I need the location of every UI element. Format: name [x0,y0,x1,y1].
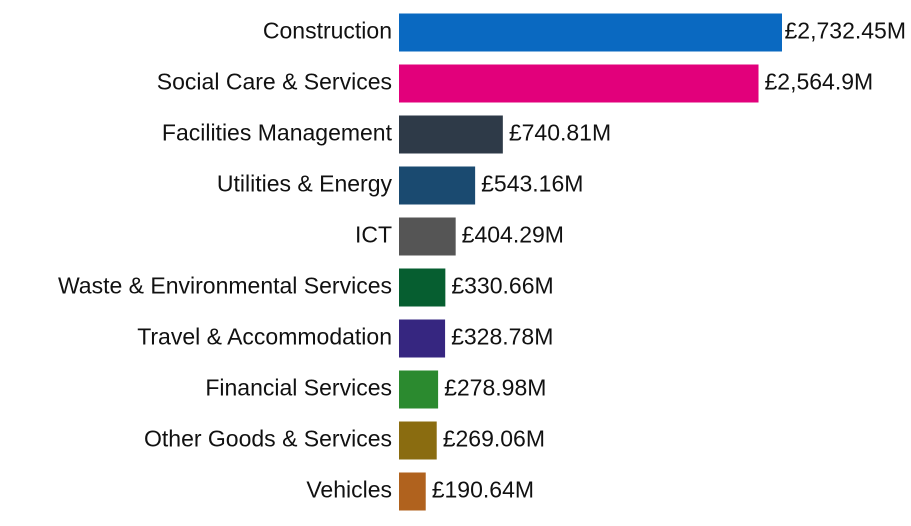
value-label: £740.81M [509,120,611,146]
value-label: £543.16M [481,171,583,197]
bar [399,268,446,307]
bar [399,115,503,154]
category-label: Financial Services [205,375,392,401]
category-label: Facilities Management [162,120,393,146]
bar [399,64,759,103]
category-label: Construction [263,18,392,44]
category-label: ICT [355,222,392,248]
category-label: Utilities & Energy [217,171,393,197]
bar [399,13,782,52]
category-label: Travel & Accommodation [137,324,392,350]
value-label: £190.64M [432,477,534,503]
value-label-background [782,20,908,45]
category-label: Social Care & Services [157,69,392,95]
bar [399,166,476,205]
value-label: £330.66M [451,273,553,299]
value-label: £2,732.45M [785,18,906,44]
value-label: £328.78M [451,324,553,350]
value-label: £269.06M [443,426,545,452]
bar [399,370,439,409]
category-label: Other Goods & Services [144,426,392,452]
bar [399,319,446,358]
category-label: Waste & Environmental Services [58,273,392,299]
value-label: £404.29M [462,222,564,248]
value-label: £278.98M [444,375,546,401]
value-label: £2,564.9M [765,69,874,95]
bar [399,421,437,460]
bar [399,472,426,511]
category-label: Vehicles [306,477,392,503]
bar [399,217,456,256]
